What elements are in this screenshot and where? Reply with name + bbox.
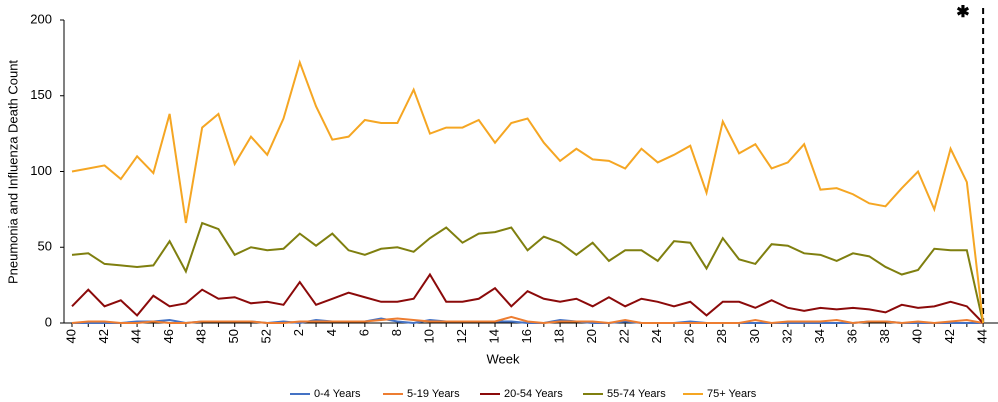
- x-tick-label: 40: [909, 329, 924, 343]
- x-tick-label: 44: [129, 329, 144, 343]
- legend-label: 55-74 Years: [607, 388, 666, 400]
- x-tick-label: 48: [194, 329, 209, 343]
- x-tick-label: 12: [454, 329, 469, 343]
- x-tick-label: 42: [942, 329, 957, 343]
- x-tick-label: 38: [877, 329, 892, 343]
- series-line: [71, 272, 984, 324]
- x-tick-label: 16: [519, 329, 534, 343]
- legend-label: 20-54 Years: [504, 388, 563, 400]
- x-tick-label: 44: [975, 329, 990, 343]
- y-tick-label: 0: [45, 314, 52, 329]
- x-tick-label: 42: [96, 329, 111, 343]
- x-tick-label: 32: [779, 329, 794, 343]
- series-line: [71, 59, 985, 324]
- x-tick-label: 24: [649, 329, 664, 343]
- legend-label: 75+ Years: [707, 388, 757, 400]
- y-tick-label: 150: [30, 87, 52, 102]
- x-tick-label: 8: [389, 329, 404, 336]
- y-tick-label: 50: [38, 239, 52, 254]
- series-line: [71, 315, 984, 325]
- x-tick-label: 28: [714, 329, 729, 343]
- x-tick-label: 36: [844, 329, 859, 343]
- x-tick-label: 14: [486, 329, 501, 343]
- series-line: [71, 221, 985, 324]
- x-tick-label: 20: [584, 329, 599, 343]
- x-tick-label: 34: [812, 329, 827, 343]
- x-tick-label: 26: [682, 329, 697, 343]
- legend-label: 5-19 Years: [407, 388, 460, 400]
- x-tick-label: 4: [324, 329, 339, 336]
- x-tick-label: 2: [291, 329, 306, 336]
- x-tick-label: 40: [63, 329, 78, 343]
- x-tick-label: 6: [356, 329, 371, 336]
- y-tick-label: 100: [30, 163, 52, 178]
- x-tick-label: 10: [421, 329, 436, 343]
- x-tick-label: 50: [226, 329, 241, 343]
- annotation: ✱: [956, 4, 969, 21]
- x-tick-label: 30: [747, 329, 762, 343]
- x-axis-label: Week: [487, 351, 520, 366]
- y-tick-label: 200: [30, 11, 52, 26]
- x-tick-label: 52: [259, 329, 274, 343]
- x-tick-label: 18: [552, 329, 567, 343]
- x-tick-label: 22: [617, 329, 632, 343]
- x-tick-label: 46: [161, 329, 176, 343]
- legend-label: 0-4 Years: [314, 388, 361, 400]
- y-axis-label: Pneumonia and Influenza Death Count: [5, 60, 20, 284]
